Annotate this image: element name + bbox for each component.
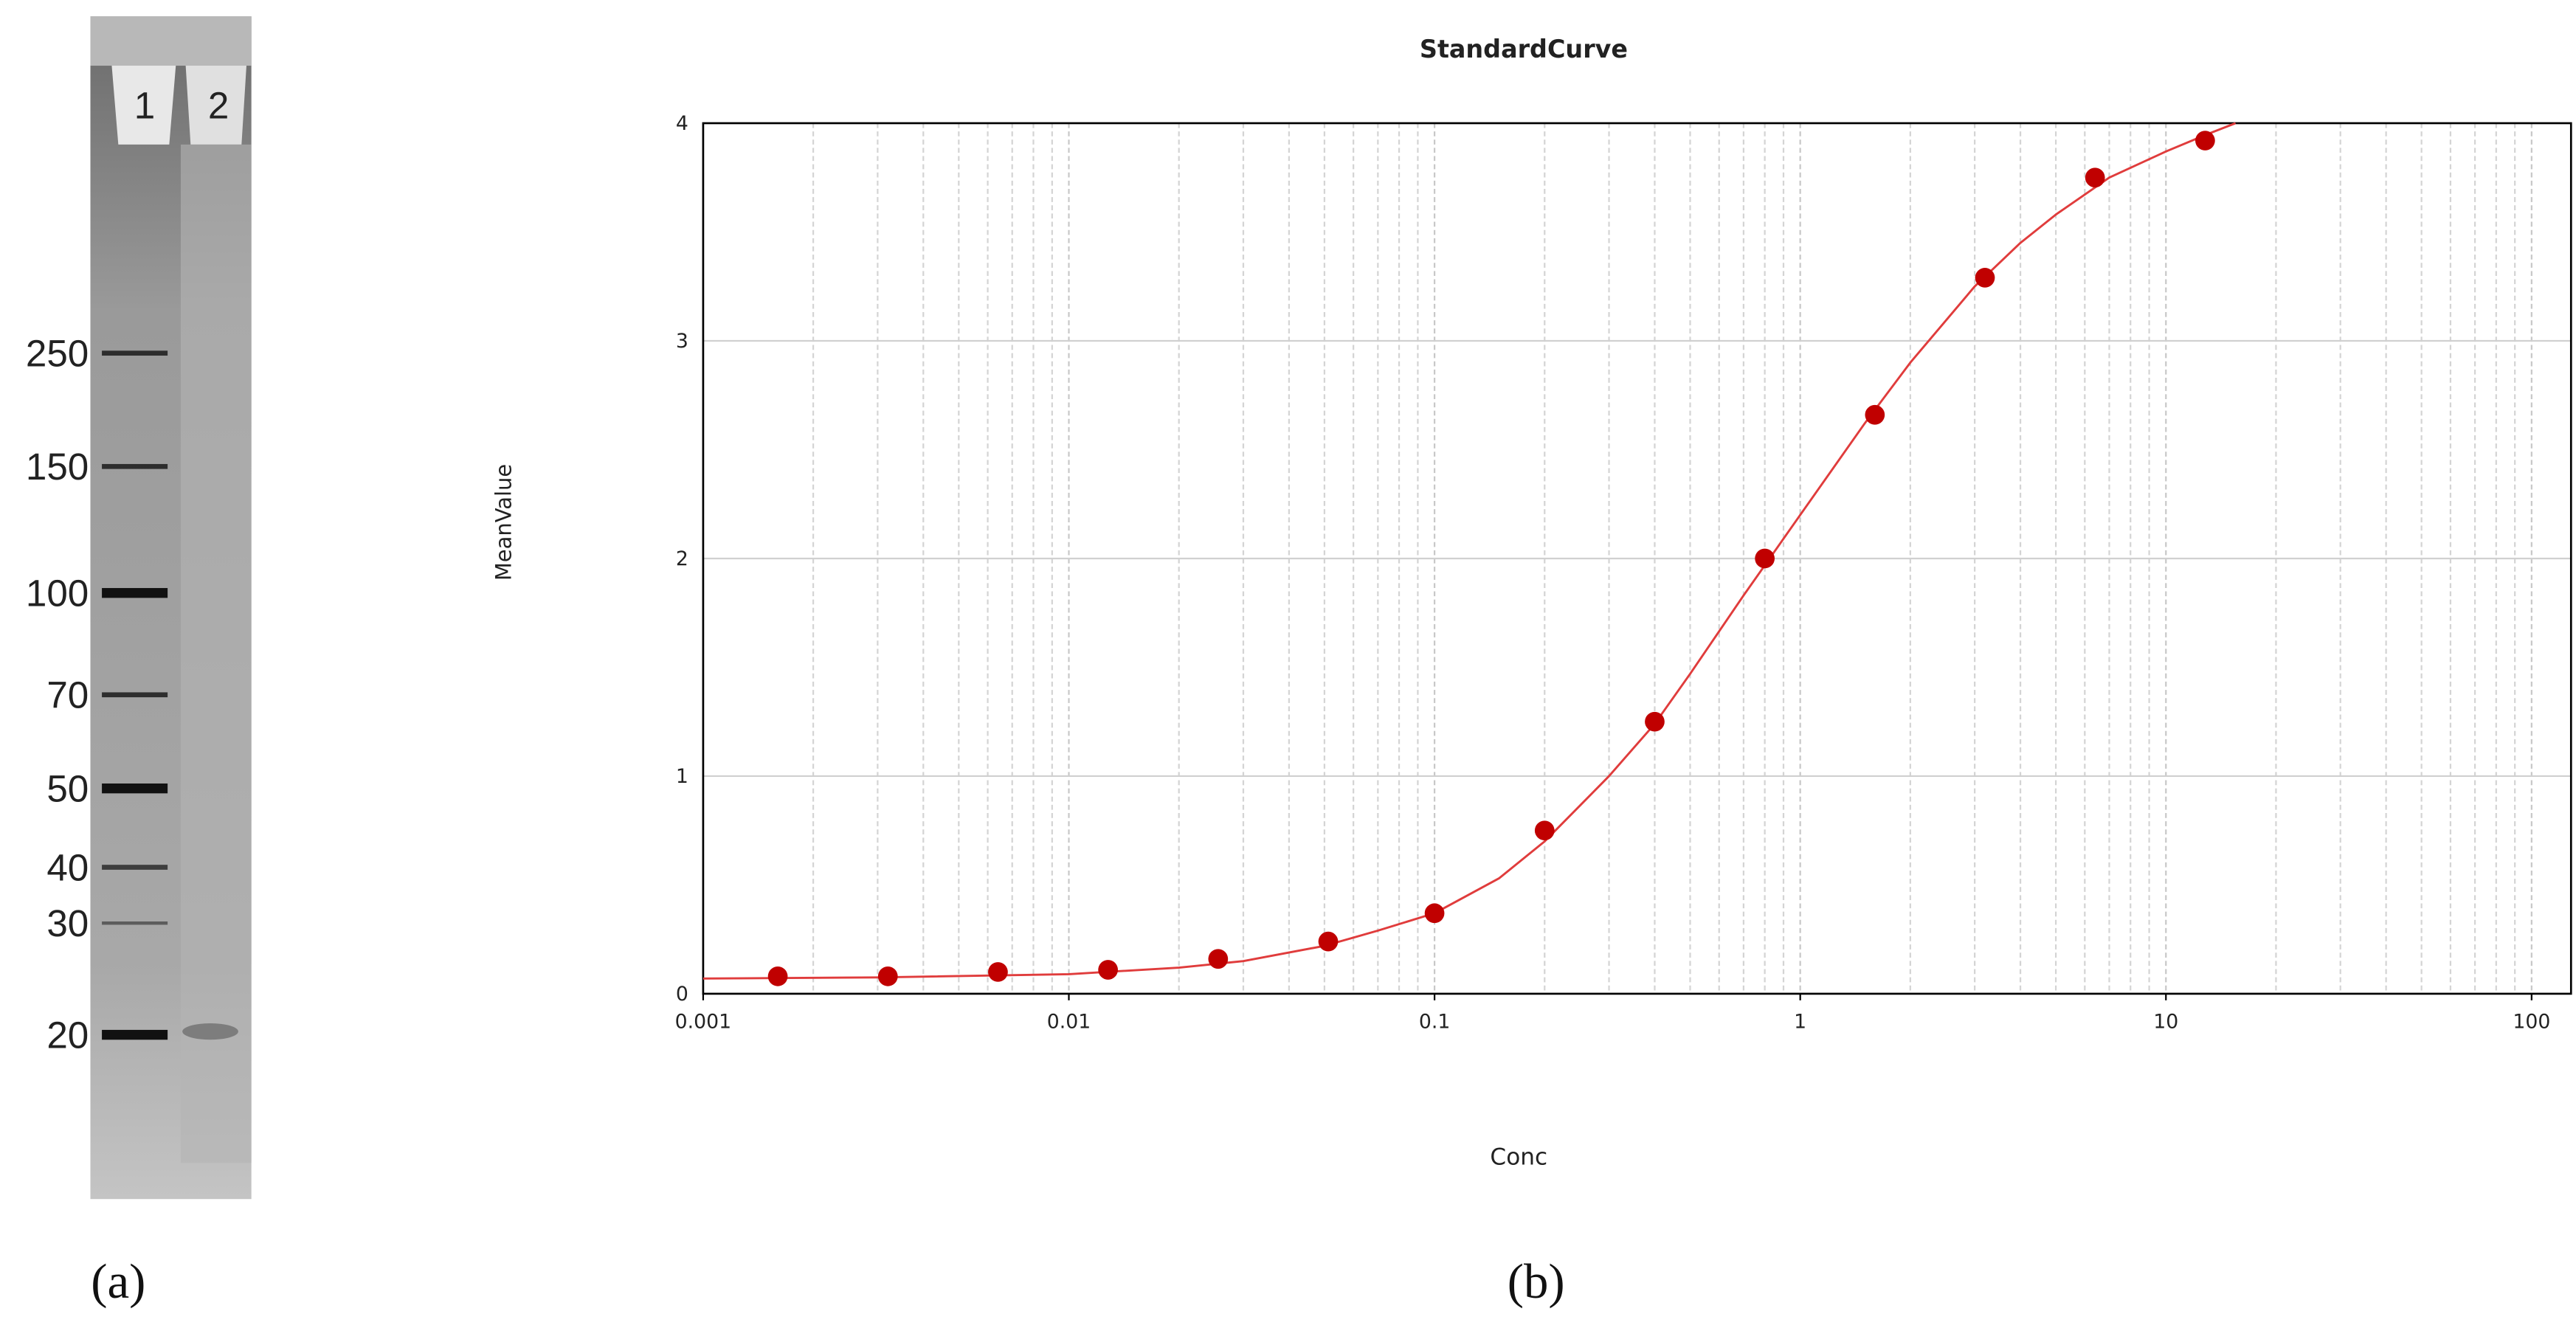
x-tick-label: 100 [2513, 1011, 2550, 1034]
data-point [1208, 949, 1229, 969]
panel-label: (a) [91, 1254, 145, 1309]
data-point [1865, 404, 1885, 425]
y-axis-label: MeanValue [491, 464, 516, 581]
fit-curve [702, 122, 2237, 980]
y-tick-label: 1 [676, 765, 688, 788]
marker-label: 50 [46, 767, 89, 809]
x-tick-label: 0.1 [1419, 1011, 1450, 1034]
marker-label: 150 [26, 446, 89, 488]
data-point [1318, 931, 1339, 952]
data-point [1755, 548, 1775, 569]
data-point [1975, 268, 1995, 288]
marker-label: 40 [46, 846, 89, 888]
marker-band [102, 921, 168, 925]
marker-band [102, 783, 168, 794]
data-point [767, 966, 788, 986]
data-point [1424, 903, 1445, 924]
gel-image: 1 2 250 150 100 70 50 40 30 20 [26, 16, 252, 1200]
data-point [2195, 131, 2215, 151]
y-tick-label: 0 [676, 983, 688, 1006]
lane-label: 2 [208, 84, 229, 126]
marker-band [102, 692, 168, 698]
marker-band [102, 865, 168, 870]
marker-band [102, 588, 168, 598]
marker-band [102, 463, 168, 469]
data-point [1645, 711, 1665, 732]
data-point [1098, 960, 1118, 980]
data-point [988, 962, 1008, 982]
plot-frame [702, 122, 2572, 995]
data-point [1534, 820, 1555, 841]
x-axis-label: Conc [1490, 1144, 1547, 1170]
marker-band [102, 350, 168, 356]
y-tick-label: 2 [676, 547, 688, 570]
marker-label: 250 [26, 332, 89, 374]
y-tick-label: 4 [676, 112, 688, 135]
x-tick-label: 10 [2153, 1011, 2178, 1034]
marker-band [102, 1029, 168, 1040]
y-tick-label: 3 [676, 330, 688, 353]
x-tick-label: 1 [1794, 1011, 1806, 1034]
marker-label: 20 [46, 1014, 89, 1056]
x-tick-label: 0.01 [1047, 1011, 1091, 1034]
marker-label: 30 [46, 902, 89, 944]
lane-label: 1 [134, 84, 155, 126]
data-point [2085, 167, 2105, 188]
marker-label: 100 [26, 573, 89, 615]
plot: StandardCurve Conc MeanValue 0.001 0.01 0.1 1 1… [491, 35, 2572, 1170]
x-tick-label: 0.001 [675, 1011, 731, 1034]
marker-label: 70 [46, 674, 89, 716]
data-point [877, 966, 898, 986]
chart-title: StandardCurve [1420, 35, 1628, 63]
panel-label: (b) [1508, 1254, 1565, 1309]
